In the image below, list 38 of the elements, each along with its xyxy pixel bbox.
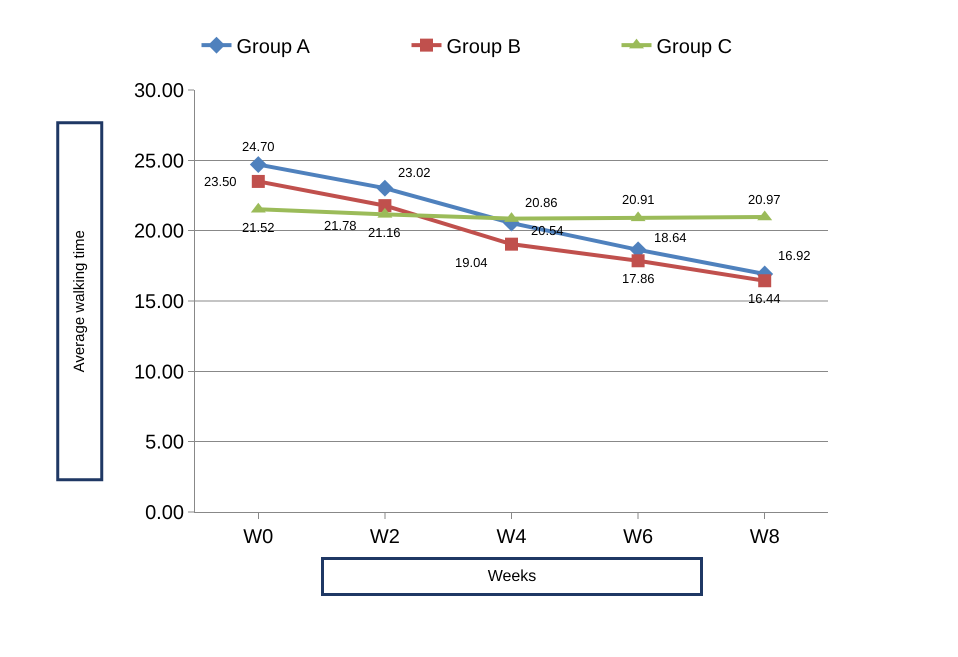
point <box>505 238 518 251</box>
y-tick-label: 30.00 <box>134 80 184 102</box>
data-label: 16.44 <box>748 291 781 306</box>
y-tick-label: 10.00 <box>134 361 184 384</box>
data-label: 23.02 <box>398 165 431 180</box>
x-tick-label: W4 <box>496 526 526 548</box>
point <box>378 199 392 212</box>
data-label: 20.97 <box>748 192 781 207</box>
data-label: 21.52 <box>242 220 275 235</box>
data-label: 16.92 <box>778 248 811 263</box>
legend-label: Group A <box>236 36 311 58</box>
data-label: 20.86 <box>525 195 558 210</box>
y-tick-label: 0.00 <box>145 502 184 524</box>
data-label: 21.78 <box>324 218 357 233</box>
data-label: 23.50 <box>204 174 237 189</box>
x-tick-label: W6 <box>623 526 654 548</box>
data-label: 17.86 <box>622 271 655 286</box>
point <box>632 254 645 268</box>
x-tick-label: W8 <box>750 526 780 548</box>
point <box>252 174 265 188</box>
y-tick-label: 20.00 <box>134 220 184 243</box>
data-label: 18.64 <box>654 230 687 245</box>
y-tick-label: 5.00 <box>145 432 184 454</box>
data-label: 21.16 <box>368 225 401 240</box>
x-tick-label: W0 <box>243 526 274 548</box>
x-tick-label: W2 <box>370 526 400 548</box>
data-label: 24.70 <box>242 139 275 154</box>
point <box>758 274 772 288</box>
data-label: 19.04 <box>455 255 488 270</box>
y-tick-label: 15.00 <box>134 291 184 313</box>
x-axis-title: Weeks <box>488 568 536 585</box>
legend-label: Group B <box>446 36 521 58</box>
data-label: 20.91 <box>622 192 655 207</box>
y-axis-title: Average walking time <box>71 230 88 372</box>
point <box>376 180 394 197</box>
y-tick-label: 25.00 <box>134 150 184 172</box>
point <box>250 156 267 173</box>
legend-label: Group C <box>656 36 732 58</box>
